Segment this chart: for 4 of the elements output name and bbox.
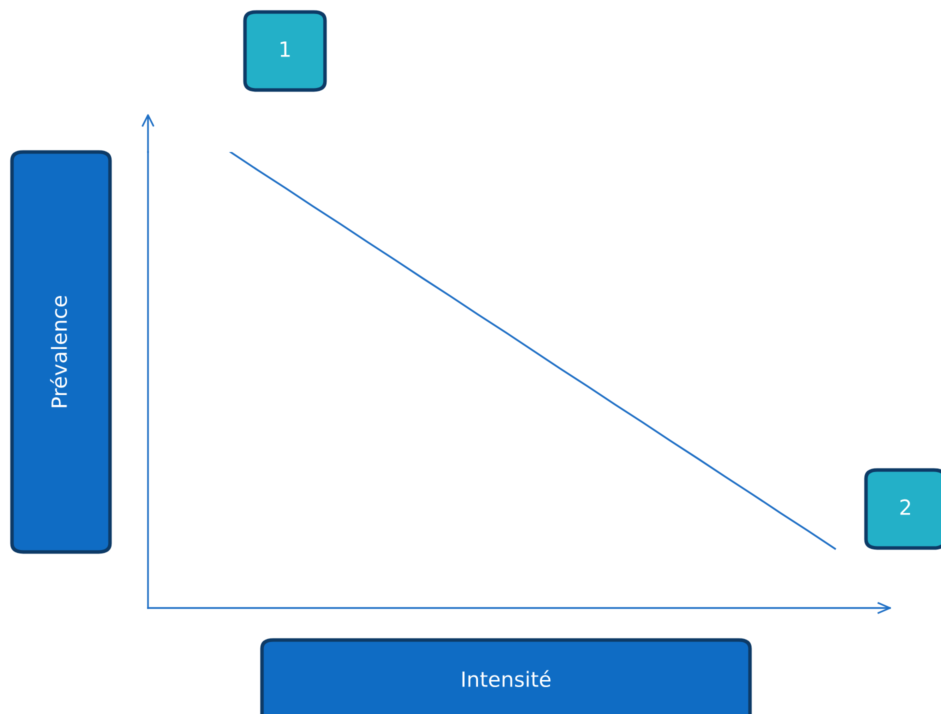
text: 1	[280, 42, 290, 57]
x-axis-title: Intensité	[462, 670, 550, 688]
text: 2	[900, 499, 910, 515]
y-axis-title: Prévalence	[50, 296, 68, 408]
